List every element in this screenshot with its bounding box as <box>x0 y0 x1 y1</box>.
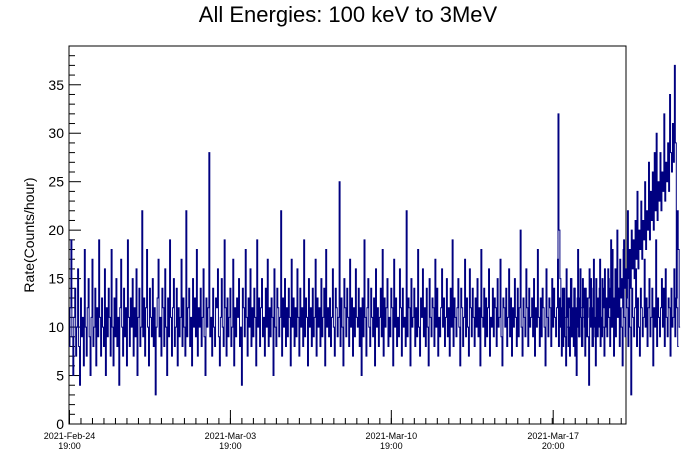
y-tick-label: 35 <box>48 77 64 93</box>
y-tick-label: 25 <box>48 174 64 190</box>
x-tick-time-label: 20:00 <box>542 441 565 451</box>
x-tick-date-label: 2021-Feb-24 <box>44 431 96 441</box>
y-axis-label: Rate(Counts/hour) <box>21 177 37 292</box>
chart-title: All Energies: 100 keV to 3MeV <box>198 2 498 27</box>
x-tick-date-label: 2021-Mar-17 <box>527 431 579 441</box>
x-axis: 2021-Feb-2419:002021-Mar-0319:002021-Mar… <box>44 410 622 451</box>
y-tick-label: 10 <box>48 319 64 335</box>
y-tick-label: 0 <box>56 416 64 432</box>
y-tick-label: 15 <box>48 271 64 287</box>
x-tick-date-label: 2021-Mar-10 <box>366 431 418 441</box>
y-tick-label: 20 <box>48 222 64 238</box>
x-tick-time-label: 19:00 <box>58 441 81 451</box>
x-tick-date-label: 2021-Mar-03 <box>205 431 257 441</box>
y-tick-label: 5 <box>56 368 64 384</box>
y-tick-label: 30 <box>48 125 64 141</box>
x-tick-time-label: 19:00 <box>219 441 242 451</box>
plot-frame <box>68 45 627 425</box>
series-line <box>69 64 681 396</box>
series-group <box>69 64 681 396</box>
y-axis: 0 5 10 15 20 25 30 35 <box>48 45 81 432</box>
x-tick-time-label: 19:00 <box>380 441 403 451</box>
series-line <box>557 113 679 396</box>
